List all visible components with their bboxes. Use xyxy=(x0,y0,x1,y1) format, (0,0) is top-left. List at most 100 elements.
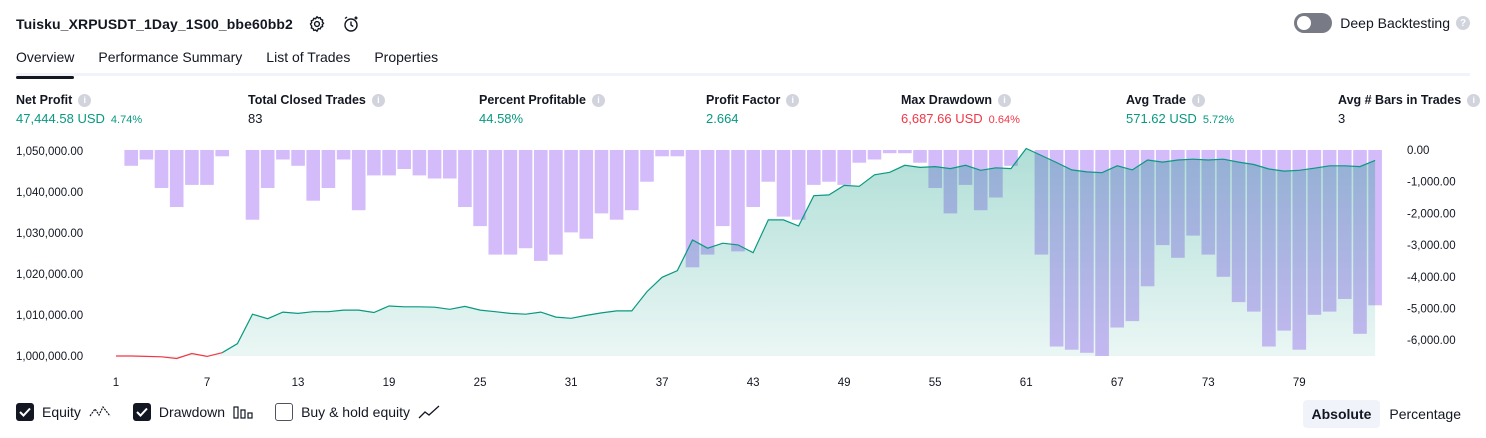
x-axis-tick: 7 xyxy=(204,377,210,389)
left-axis-tick: 1,040,000.00 xyxy=(16,187,83,199)
metric-percent: 0.64% xyxy=(988,114,1020,126)
info-icon[interactable]: i xyxy=(1191,93,1205,107)
info-icon[interactable]: i xyxy=(371,93,385,107)
tab-label: Properties xyxy=(374,49,439,65)
settings-gear-icon[interactable] xyxy=(307,14,327,34)
buy-hold-checkbox[interactable] xyxy=(275,403,294,421)
left-axis-tick: 1,010,000.00 xyxy=(16,310,83,322)
drawdown-bar xyxy=(124,150,138,166)
drawdown-bar xyxy=(412,150,427,176)
drawdown-bar xyxy=(731,150,745,252)
drawdown-bar xyxy=(367,150,381,176)
tab-properties[interactable]: Properties xyxy=(374,44,438,76)
drawdown-bar xyxy=(791,150,806,220)
x-axis-tick: 73 xyxy=(1202,377,1215,389)
metric-label: Profit Factor xyxy=(706,93,781,107)
metric-label: Avg # Bars in Trades xyxy=(1338,93,1462,107)
x-axis-tick: 67 xyxy=(1111,377,1124,389)
tab-label: Performance Summary xyxy=(98,49,243,65)
equity-area xyxy=(116,148,1376,359)
drawdown-bar xyxy=(882,150,897,154)
tab-performance-summary[interactable]: Performance Summary xyxy=(98,44,242,76)
x-axis-tick: 19 xyxy=(383,377,396,389)
x-axis-tick: 31 xyxy=(565,377,578,389)
metric-value: 3 xyxy=(1338,111,1346,126)
right-axis-tick: -6,000.00 xyxy=(1407,335,1456,347)
metric-value: 44.58% xyxy=(479,111,524,126)
info-icon[interactable]: i xyxy=(591,93,605,107)
report-header: Tuisku_XRPUSDT_1Day_1S00_bbe60bb2 xyxy=(16,12,361,36)
metric-total-closed-trades: Total Closed Trades i 83 xyxy=(248,93,385,126)
drawdown-bar xyxy=(321,150,336,188)
drawdown-bar xyxy=(867,150,882,160)
metric-percent: 5.72% xyxy=(1202,114,1235,126)
drawdown-bar xyxy=(488,150,503,255)
drawdown-bar xyxy=(260,150,275,188)
x-axis-tick: 13 xyxy=(292,377,305,389)
metric-profit-factor: Profit Factor i 2.664 xyxy=(706,93,800,126)
equity-checkbox[interactable] xyxy=(16,403,34,421)
drawdown-bar xyxy=(549,150,563,255)
x-axis-tick: 37 xyxy=(656,377,669,389)
equity-drawdown-chart[interactable]: 1,050,000.00 1,040,000.00 1,030,000.00 1,02… xyxy=(0,138,1486,400)
info-icon[interactable]: i xyxy=(1467,93,1481,107)
legend-buy-hold-equity[interactable]: Buy & hold equity xyxy=(275,403,440,421)
x-axis-tick: 49 xyxy=(838,377,851,389)
metrics-row: Net Profit i 47,444.58 USD 4.74% Total Clo… xyxy=(0,93,1486,129)
tab-overview[interactable]: Overview xyxy=(16,44,75,79)
drawdown-bar xyxy=(534,150,548,261)
metric-label: Avg Trade xyxy=(1126,93,1186,107)
drawdown-bar xyxy=(427,150,442,179)
drawdown-bar xyxy=(245,150,260,220)
metric-max-drawdown: Max Drawdown i 6,687.66 USD 0.64% xyxy=(901,93,1020,126)
chart-legend: Equity Drawdown Buy & hold equity xyxy=(16,403,462,421)
drawdown-bar xyxy=(852,150,867,163)
x-axis-tick: 61 xyxy=(1020,377,1033,389)
x-axis-tick: 79 xyxy=(1293,377,1306,389)
drawdown-bar xyxy=(139,150,154,160)
right-axis-tick: -1,000.00 xyxy=(1407,177,1456,189)
alert-clock-icon[interactable] xyxy=(341,14,361,34)
legend-drawdown[interactable]: Drawdown xyxy=(132,403,253,421)
right-axis-tick: -5,000.00 xyxy=(1407,303,1456,315)
x-axis-tick: 43 xyxy=(747,377,760,389)
legend-label: Buy & hold equity xyxy=(301,404,411,420)
deep-backtesting-toggle[interactable] xyxy=(1294,13,1333,33)
metric-avg-bars-in-trades: Avg # Bars in Trades i 3 xyxy=(1338,93,1481,126)
legend-equity[interactable]: Equity xyxy=(16,403,111,421)
drawdown-bar xyxy=(655,150,669,157)
equity-line xyxy=(221,147,1376,354)
drawdown-bar xyxy=(473,150,487,227)
info-icon[interactable]: i xyxy=(998,93,1011,107)
drawdown-bar xyxy=(625,150,639,211)
drawdown-bar xyxy=(685,150,700,268)
x-axis-tick: 1 xyxy=(113,377,119,389)
percentage-button[interactable]: Percentage xyxy=(1389,406,1461,422)
metric-value: 47,444.58 USD xyxy=(16,111,105,126)
drawdown-bar xyxy=(640,150,654,182)
metric-value: 571.62 USD xyxy=(1126,111,1197,126)
help-icon[interactable]: ? xyxy=(1456,16,1470,30)
metric-value: 83 xyxy=(248,111,263,126)
drawdown-bar xyxy=(291,150,305,166)
metric-percent-profitable: Percent Profitable i 44.58% xyxy=(479,93,605,126)
drawdown-bar xyxy=(746,150,760,207)
drawdown-bar xyxy=(518,150,533,249)
tab-list-of-trades[interactable]: List of Trades xyxy=(266,44,350,76)
absolute-button[interactable]: Absolute xyxy=(1302,400,1381,428)
drawdown-bar xyxy=(458,150,472,207)
legend-label: Drawdown xyxy=(158,404,226,420)
info-icon[interactable]: i xyxy=(786,93,800,107)
metric-value: 6,687.66 USD xyxy=(901,111,983,126)
metric-label: Net Profit xyxy=(16,93,73,107)
drawdown-bar xyxy=(670,150,685,157)
left-axis-tick: 1,050,000.00 xyxy=(16,146,83,158)
drawdown-bar xyxy=(716,150,730,227)
drawdown-bar xyxy=(822,150,836,182)
drawdown-bar xyxy=(200,150,214,185)
drawdown-bar xyxy=(169,150,184,207)
metric-value: 2.664 xyxy=(706,111,739,126)
drawdown-checkbox[interactable] xyxy=(132,403,151,421)
right-axis-tick: -2,000.00 xyxy=(1407,208,1456,220)
info-icon[interactable]: i xyxy=(78,93,92,107)
